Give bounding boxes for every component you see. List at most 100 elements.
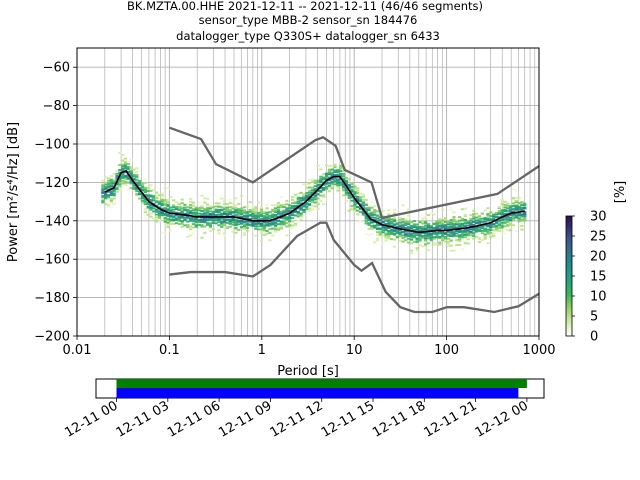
density-cell [143,186,147,189]
density-cell [327,190,331,193]
density-cell [296,198,300,201]
density-cell [469,222,473,225]
density-cell [523,206,527,209]
density-cell [288,216,292,219]
density-cell [109,201,113,204]
density-cell [135,170,139,173]
density-cell [466,230,470,233]
density-cell [322,186,326,189]
density-cell [197,214,201,217]
density-cell [271,221,275,224]
density-cell [234,219,238,222]
density-cell [341,189,346,192]
density-cell [392,218,397,221]
density-cell [387,213,391,216]
density-cell [259,208,264,211]
density-cell [240,212,244,215]
density-cell [401,218,405,221]
density-cell [177,220,181,223]
density-cell [259,222,264,225]
density-cell [160,195,164,198]
density-cell [273,221,278,224]
density-cell [206,203,210,206]
density-cell [152,210,156,213]
density-cell [254,225,258,228]
density-cell [336,174,340,177]
density-cell [169,219,173,222]
density-cell [157,212,162,215]
density-cell [183,203,187,206]
density-cell [101,196,105,199]
density-cell [509,229,513,232]
density-cell [489,211,493,214]
density-cell [384,217,388,220]
density-cell [438,243,442,246]
density-cell [104,197,108,200]
density-cell [424,216,428,219]
density-cell [166,205,170,208]
density-cell [466,232,470,235]
density-cell [432,236,436,239]
density-cell [353,190,357,193]
density-cell [517,197,521,200]
density-cell [446,237,450,240]
density-cell [166,217,170,220]
density-cell [118,168,122,171]
density-cell [438,227,442,230]
density-cell [514,216,518,219]
density-cell [511,188,516,191]
density-cell [339,184,343,187]
density-cell [458,219,462,222]
density-cell [500,224,504,227]
density-cell [223,220,227,223]
density-cell [466,242,470,245]
density-cell [336,179,340,182]
density-cell [293,205,298,208]
density-cell [429,224,433,227]
density-cell [344,192,348,195]
density-cell [310,205,315,208]
density-cell [330,171,334,174]
density-cell [166,198,170,201]
density-cell [245,229,249,232]
density-cell [435,236,439,239]
density-cell [121,169,125,172]
density-cell [276,206,281,209]
density-cell [319,183,323,186]
density-cell [245,212,249,215]
density-cell [146,213,150,216]
density-cell [460,235,465,238]
density-cell [166,224,170,227]
density-cell [129,158,133,161]
density-cell [520,218,524,221]
density-cell [268,214,272,217]
density-cell [449,221,453,224]
density-cell [251,210,255,213]
density-cell [336,171,340,174]
density-cell [157,216,162,219]
density-cell [373,205,377,208]
density-cell [140,201,145,204]
density-cell [506,212,510,215]
density-cell [290,198,295,201]
density-cell [240,238,244,241]
density-cell [378,224,382,227]
density-cell [248,213,252,216]
density-cell [353,208,357,211]
density-cell [494,224,499,227]
density-cell [174,217,179,220]
density-cell [472,232,476,235]
density-cell [324,187,329,190]
density-cell [293,211,298,214]
density-cell [489,231,493,234]
density-cell [174,218,179,221]
density-cell [520,224,524,227]
density-cell [276,215,281,218]
density-cell [449,249,453,252]
density-cell [378,234,382,237]
density-cell [426,242,431,245]
density-cell [492,232,496,235]
density-cell [370,206,374,209]
density-cell [211,228,215,231]
